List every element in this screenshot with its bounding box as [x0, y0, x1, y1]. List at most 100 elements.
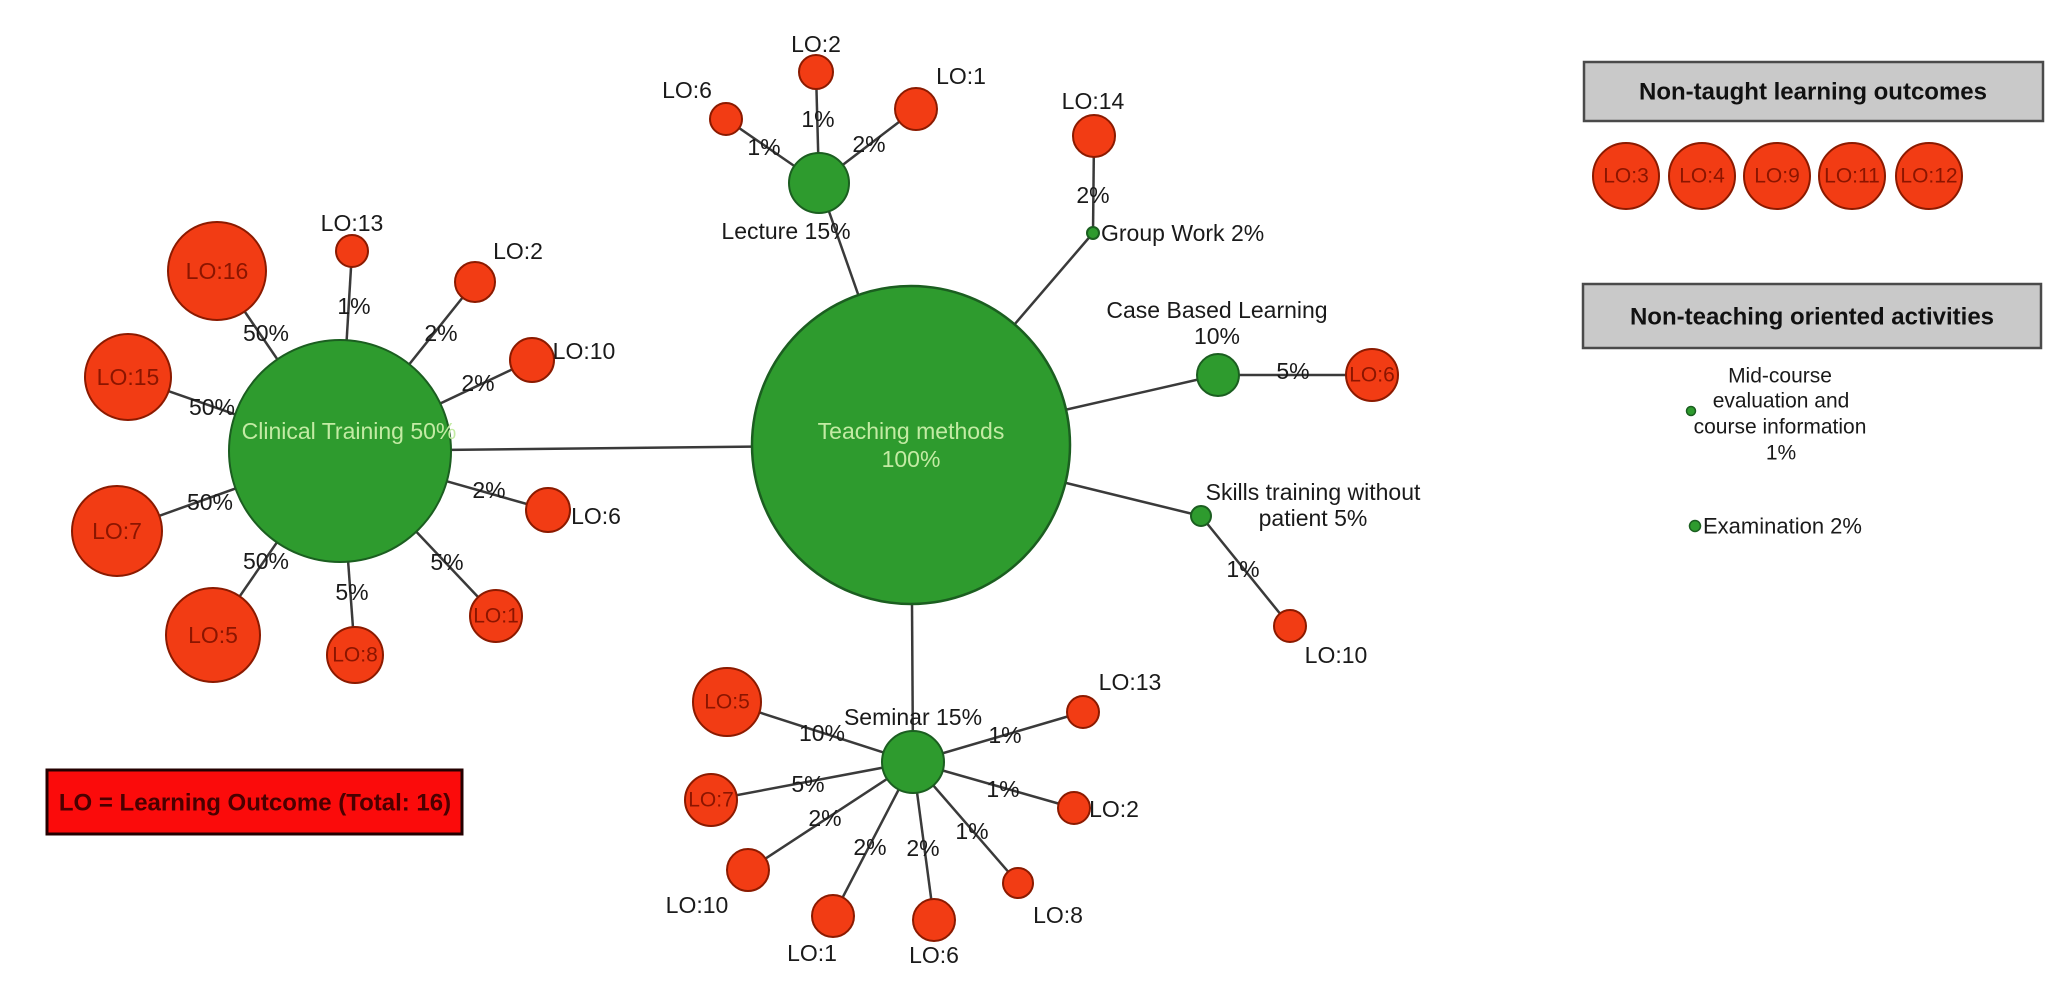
- lo-label-clinical-training-lo-5: LO:5: [188, 622, 238, 648]
- lo-node-seminar-lo-2: [1057, 791, 1091, 825]
- lo-node-clinical-training-lo-8: [326, 626, 384, 684]
- method-node-skills-training-without-patient: [1190, 505, 1212, 527]
- method-label-lecture-0: Lecture 15%: [721, 218, 850, 244]
- pct-label-seminar-lo-1: 2%: [853, 834, 886, 860]
- lo-node-case-based-learning-lo-6: [1345, 348, 1399, 402]
- lo-node-lecture-lo-6: [709, 102, 743, 136]
- lo-node-seminar-lo-1: [811, 894, 855, 938]
- pct-label-clinical-training-lo-1: 5%: [430, 549, 463, 575]
- lo-node-lecture-lo-1: [894, 87, 938, 131]
- lo-node-clinical-training-lo-2: [454, 261, 496, 303]
- lo-label-seminar-lo-7: LO:7: [688, 789, 734, 812]
- method-label-teaching-methods-1: 100%: [882, 446, 941, 472]
- pct-label-seminar-lo-5: 10%: [799, 720, 845, 746]
- lo-node-seminar-lo-5: [692, 667, 762, 737]
- lo-label-clinical-training-lo-13: LO:13: [321, 210, 384, 236]
- pct-label-clinical-training-lo-13: 1%: [337, 293, 370, 319]
- midcourse-line-2: evaluation and: [1713, 390, 1850, 413]
- lo-label-nontaught-lo-11: LO:11: [1824, 165, 1880, 188]
- method-node-lecture: [788, 152, 850, 214]
- lo-label-nontaught-lo-4: LO:4: [1679, 165, 1725, 188]
- lo-label-seminar-lo-13: LO:13: [1099, 669, 1162, 695]
- pct-label-seminar-lo-8: 1%: [955, 818, 988, 844]
- edge-seminar-lo-7: [710, 760, 914, 802]
- pct-label-skills-training-without-patient-lo-10: 1%: [1226, 556, 1259, 582]
- lo-label-clinical-training-lo-16: LO:16: [186, 258, 249, 284]
- lo-label-seminar-lo-5: LO:5: [704, 691, 750, 714]
- method-label-clinical-training-0: Clinical Training 50%: [242, 418, 457, 444]
- pct-label-clinical-training-lo-16: 50%: [243, 320, 289, 346]
- lo-node-nontaught-lo-4: [1668, 142, 1736, 210]
- method-label-skills-training-without-patient-1: patient 5%: [1259, 505, 1368, 531]
- lo-label-nontaught-lo-3: LO:3: [1603, 165, 1649, 188]
- midcourse-pct: 1%: [1766, 442, 1796, 465]
- lo-node-nontaught-lo-12: [1895, 142, 1963, 210]
- lo-label-seminar-lo-6: LO:6: [909, 942, 959, 968]
- lo-label-clinical-training-lo-8: LO:8: [332, 644, 378, 667]
- lo-node-seminar-lo-13: [1066, 695, 1100, 729]
- lo-node-skills-training-without-patient-lo-10: [1273, 609, 1307, 643]
- lo-label-clinical-training-lo-15: LO:15: [97, 364, 160, 390]
- pct-label-seminar-lo-6: 2%: [906, 835, 939, 861]
- pct-label-seminar-lo-10: 2%: [808, 805, 841, 831]
- lo-label-nontaught-lo-12: LO:12: [1900, 165, 1957, 188]
- lo-node-clinical-training-lo-16: [167, 221, 267, 321]
- lo-node-seminar-lo-8: [1002, 867, 1034, 899]
- pct-label-case-based-learning-lo-6: 5%: [1276, 358, 1309, 384]
- lo-label-skills-training-without-patient-lo-10: LO:10: [1305, 642, 1368, 668]
- legend-box: [45, 768, 464, 836]
- panel-non-taught: Non-taught learning outcomes LO:3 LO:4 LO:…: [1582, 60, 2045, 210]
- lo-label-clinical-training-lo-1: LO:1: [473, 605, 519, 628]
- lo-label-seminar-lo-8: LO:8: [1033, 902, 1083, 928]
- lo-node-clinical-training-lo-13: [335, 234, 369, 268]
- lo-label-seminar-lo-10: LO:10: [666, 892, 729, 918]
- lo-label-case-based-learning-lo-6: LO:6: [1349, 364, 1395, 387]
- method-node-seminar: [881, 730, 945, 794]
- lo-label-nontaught-lo-9: LO:9: [1754, 165, 1800, 188]
- method-label-skills-training-without-patient-0: Skills training without: [1206, 479, 1421, 505]
- pct-label-clinical-training-lo-10: 2%: [461, 370, 494, 396]
- lo-node-lecture-lo-2: [798, 54, 834, 90]
- lo-label-seminar-lo-2: LO:2: [1089, 796, 1139, 822]
- method-label-case-based-learning-1: 10%: [1194, 323, 1240, 349]
- midcourse-line-3: course information: [1694, 416, 1867, 439]
- lo-node-clinical-training-lo-7: [71, 485, 163, 577]
- legend-label: LO = Learning Outcome (Total: 16): [59, 790, 451, 817]
- lo-label-lecture-lo-1: LO:1: [936, 63, 986, 89]
- pct-label-clinical-training-lo-15: 50%: [189, 394, 235, 420]
- panel-non-taught-box: [1582, 60, 2045, 123]
- lo-node-clinical-training-lo-10: [509, 337, 555, 383]
- panel-non-teaching-title: Non-teaching oriented activities: [1630, 304, 1994, 331]
- midcourse-dot: [1685, 405, 1697, 417]
- pct-label-seminar-lo-2: 1%: [986, 776, 1019, 802]
- edge-seminar-lo-10: [747, 760, 914, 872]
- lo-label-lecture-lo-2: LO:2: [791, 31, 841, 57]
- lo-node-seminar-lo-7: [684, 773, 738, 827]
- lo-label-clinical-training-lo-2: LO:2: [493, 238, 543, 264]
- lo-label-clinical-training-lo-7: LO:7: [92, 518, 142, 544]
- method-label-seminar-0: Seminar 15%: [844, 704, 982, 730]
- lo-node-clinical-training-lo-1: [469, 589, 523, 643]
- lo-label-clinical-training-lo-6: LO:6: [571, 503, 621, 529]
- panel-non-teaching: Non-teaching oriented activities Mid-cou…: [1581, 282, 2043, 539]
- lo-node-group-work-lo-14: [1072, 114, 1116, 158]
- lo-node-clinical-training-lo-5: [165, 587, 261, 683]
- lo-node-seminar-lo-6: [912, 898, 956, 942]
- pct-label-group-work-lo-14: 2%: [1076, 182, 1109, 208]
- lo-label-clinical-training-lo-10: LO:10: [553, 338, 616, 364]
- pct-label-clinical-training-lo-2: 2%: [424, 320, 457, 346]
- method-label-case-based-learning-0: Case Based Learning: [1106, 297, 1327, 323]
- midcourse-line-1: Mid-course: [1728, 365, 1832, 388]
- pct-label-seminar-lo-13: 1%: [988, 722, 1021, 748]
- method-node-teaching-methods: [750, 284, 1072, 606]
- lo-label-group-work-lo-14: LO:14: [1062, 88, 1125, 114]
- lo-node-clinical-training-lo-15: [84, 333, 172, 421]
- pct-label-lecture-lo-6: 1%: [747, 134, 780, 160]
- pct-label-seminar-lo-7: 5%: [791, 771, 824, 797]
- pct-label-lecture-lo-1: 2%: [852, 131, 885, 157]
- lo-node-clinical-training-lo-6: [525, 487, 571, 533]
- pct-label-clinical-training-lo-8: 5%: [335, 579, 368, 605]
- lo-node-seminar-lo-10: [726, 848, 770, 892]
